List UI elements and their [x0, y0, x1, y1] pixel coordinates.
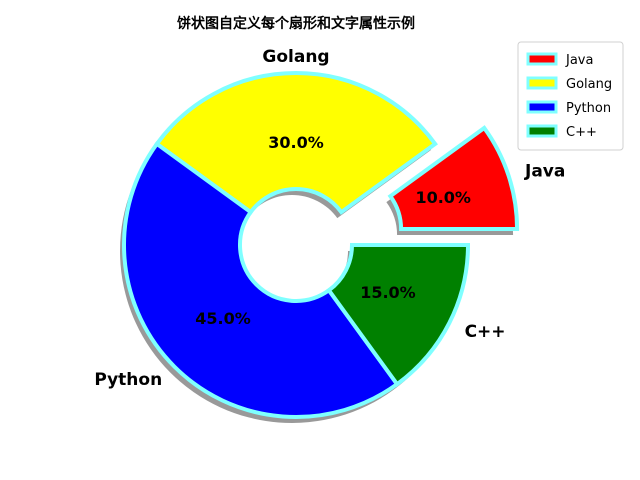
category-labels: Java Golang Python C++ [94, 47, 565, 390]
legend-label-cpp: C++ [566, 125, 597, 140]
percent-labels: 10.0% 30.0% 45.0% 15.0% [195, 133, 471, 328]
legend-swatch-java [526, 52, 558, 66]
legend: Java Golang Python C++ [517, 41, 624, 151]
slice-python [122, 141, 400, 419]
legend-swatch-golang [526, 76, 558, 90]
slice-golang [154, 71, 438, 215]
cat-label-cpp: C++ [465, 322, 506, 342]
legend-frame [517, 41, 624, 151]
pct-label-python: 45.0% [195, 309, 251, 328]
chart-title: 饼状图自定义每个扇形和文字属性示例 [177, 15, 415, 32]
legend-swatch-python [526, 100, 558, 114]
slice-cpp [326, 243, 471, 387]
legend-swatch-cpp [526, 124, 558, 138]
pct-label-golang: 30.0% [268, 133, 324, 152]
legend-label-golang: Golang [566, 77, 612, 92]
legend-label-python: Python [566, 101, 611, 116]
cat-label-java: Java [524, 162, 565, 182]
legend-label-java: Java [565, 53, 593, 68]
pct-label-java: 10.0% [415, 188, 471, 207]
pct-label-cpp: 15.0% [360, 283, 416, 302]
slices [122, 71, 520, 419]
slice-java [387, 125, 520, 232]
cat-label-python: Python [94, 370, 162, 390]
cat-label-golang: Golang [262, 47, 329, 67]
